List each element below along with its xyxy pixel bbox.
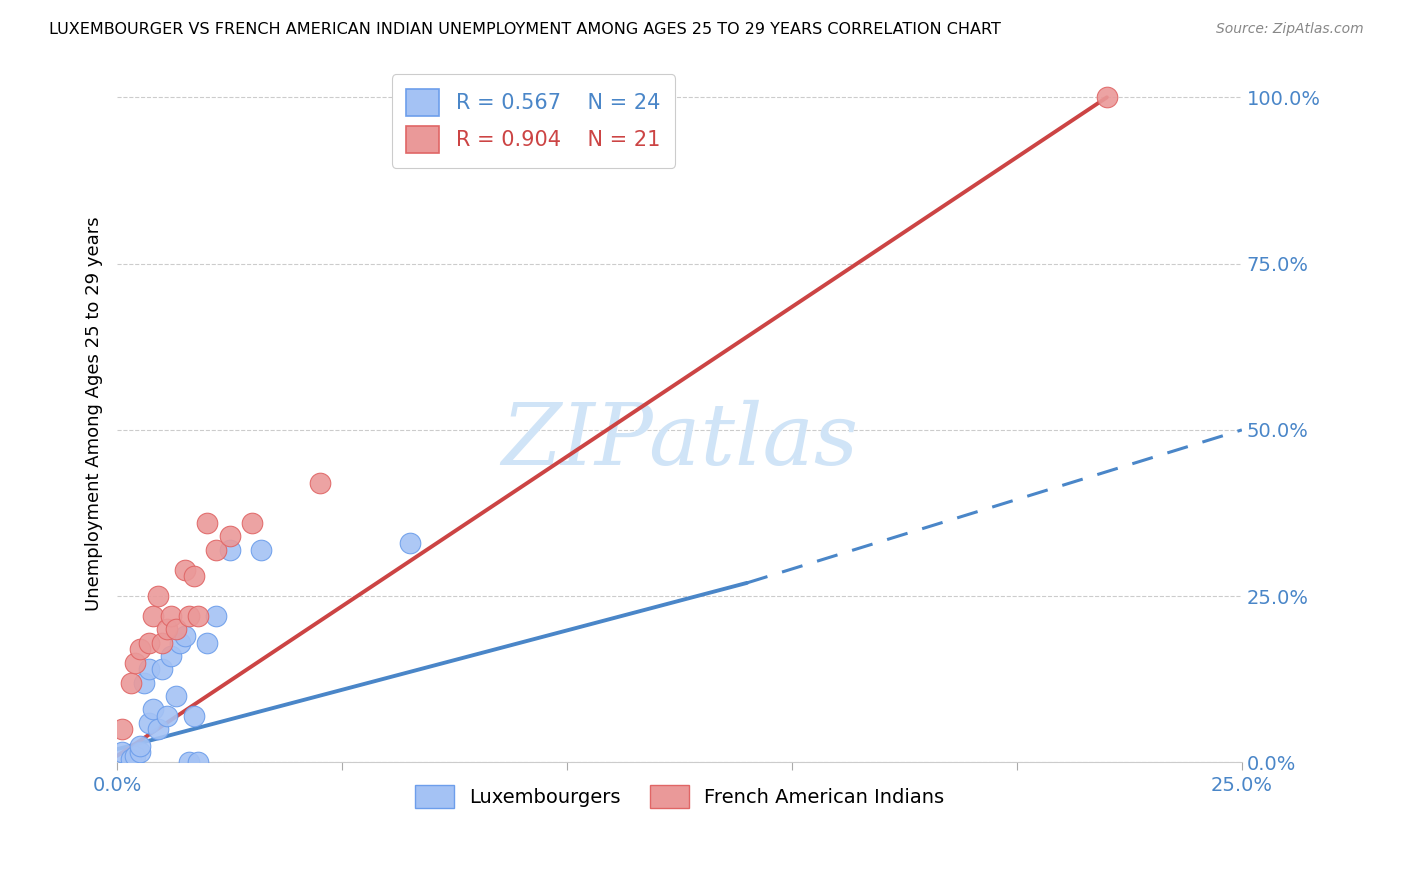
- Point: [308, 476, 330, 491]
- Legend: Luxembourgers, French American Indians: Luxembourgers, French American Indians: [406, 778, 952, 815]
- Point: [240, 516, 263, 530]
- Point: [134, 675, 156, 690]
- Point: [150, 636, 173, 650]
- Point: [195, 636, 218, 650]
- Point: [120, 752, 142, 766]
- Point: [165, 623, 187, 637]
- Point: [160, 609, 183, 624]
- Point: [179, 756, 201, 770]
- Point: [187, 756, 209, 770]
- Point: [218, 542, 240, 557]
- Point: [179, 609, 201, 624]
- Point: [165, 689, 187, 703]
- Point: [183, 709, 205, 723]
- Point: [120, 675, 142, 690]
- Point: [218, 529, 240, 543]
- Point: [250, 542, 273, 557]
- Point: [128, 746, 150, 760]
- Y-axis label: Unemployment Among Ages 25 to 29 years: Unemployment Among Ages 25 to 29 years: [86, 216, 103, 611]
- Point: [111, 746, 134, 760]
- Point: [187, 609, 209, 624]
- Point: [142, 702, 165, 716]
- Point: [128, 642, 150, 657]
- Point: [183, 569, 205, 583]
- Point: [138, 636, 160, 650]
- Point: [146, 589, 169, 603]
- Point: [128, 739, 150, 753]
- Text: LUXEMBOURGER VS FRENCH AMERICAN INDIAN UNEMPLOYMENT AMONG AGES 25 TO 29 YEARS CO: LUXEMBOURGER VS FRENCH AMERICAN INDIAN U…: [49, 22, 1001, 37]
- Point: [138, 715, 160, 730]
- Point: [173, 563, 195, 577]
- Point: [169, 636, 191, 650]
- Point: [124, 656, 146, 670]
- Text: ZIPatlas: ZIPatlas: [501, 400, 858, 483]
- Point: [173, 629, 195, 643]
- Point: [205, 542, 228, 557]
- Point: [124, 748, 146, 763]
- Point: [111, 722, 134, 736]
- Point: [146, 722, 169, 736]
- Point: [195, 516, 218, 530]
- Point: [142, 609, 165, 624]
- Point: [1095, 90, 1118, 104]
- Point: [205, 609, 228, 624]
- Point: [160, 648, 183, 663]
- Point: [398, 536, 420, 550]
- Point: [138, 662, 160, 676]
- Point: [156, 623, 179, 637]
- Text: Source: ZipAtlas.com: Source: ZipAtlas.com: [1216, 22, 1364, 37]
- Point: [156, 709, 179, 723]
- Point: [150, 662, 173, 676]
